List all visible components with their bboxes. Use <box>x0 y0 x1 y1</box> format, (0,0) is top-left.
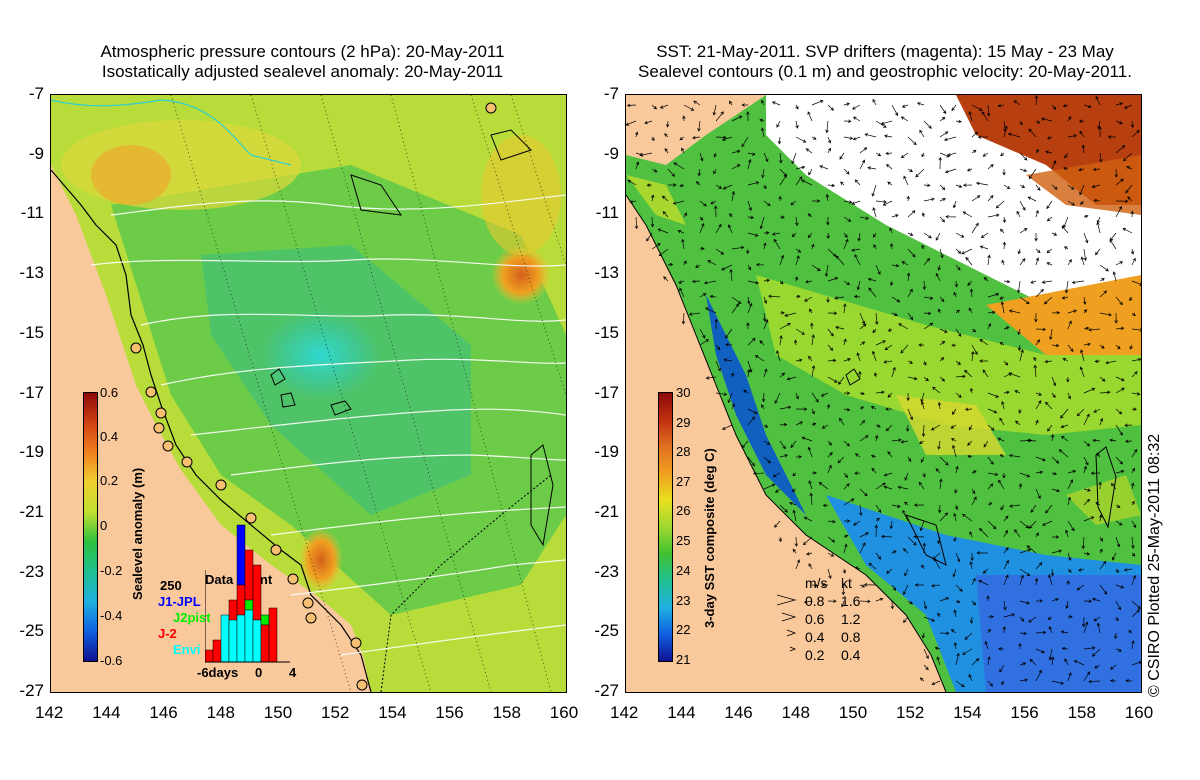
sl-cbar-tick: 0.4 <box>100 429 119 444</box>
lat-tick-label: -9 <box>603 143 619 163</box>
lat-tick-label: -21 <box>19 501 44 521</box>
vel-legend-ms: 0.6 <box>805 611 825 627</box>
lon-tick-label: 146 <box>724 703 753 722</box>
lat-tick-label: -7 <box>28 84 44 103</box>
vel-legend-kt: 0.4 <box>841 647 861 663</box>
sl-cbar-tick: 0.2 <box>100 473 119 488</box>
right-title-line1: SST: 21-May-2011. SVP drifters (magenta)… <box>656 42 1114 61</box>
sst-cbar-tick: 23 <box>676 593 691 608</box>
inset-legend-j2pist: J2pist <box>173 610 211 625</box>
lat-tick-label: -7 <box>603 84 619 103</box>
sealevel-anomaly-map <box>51 95 566 692</box>
lon-tick-label: 156 <box>435 703 464 722</box>
lat-tick-label: -19 <box>594 442 619 462</box>
right-map-panel <box>625 94 1142 693</box>
vel-legend-header-kt: kt <box>841 575 852 591</box>
lon-tick-label: 142 <box>35 703 64 722</box>
vel-legend-arrows <box>776 594 797 652</box>
sl-colorbar-label: Sealevel anomaly (m) <box>130 467 145 600</box>
lon-tick-label: 142 <box>610 703 639 722</box>
vel-legend-kt: 0.8 <box>841 629 861 645</box>
lon-tick-label: 158 <box>492 703 521 722</box>
sst-cbar-tick: 28 <box>676 444 691 459</box>
lon-tick-label: 146 <box>149 703 178 722</box>
sealevel-colorbar <box>83 392 98 662</box>
lat-tick-label: -21 <box>594 501 619 521</box>
tide-gauge-markers <box>130 102 497 691</box>
inset-legend-j1: J1-JPL <box>158 594 201 609</box>
lat-tick-label: -19 <box>19 442 44 462</box>
lat-tick-label: -17 <box>594 382 619 402</box>
lon-tick-label: 152 <box>321 703 350 722</box>
lat-tick-label: -17 <box>19 382 44 402</box>
sst-map <box>626 95 1141 692</box>
vel-legend-ms: 0.4 <box>805 629 825 645</box>
lon-tick-label: 144 <box>667 703 696 722</box>
lon-tick-label: 154 <box>953 703 982 722</box>
sl-cbar-tick: -0.2 <box>100 563 123 578</box>
lat-tick-label: -15 <box>594 322 619 342</box>
sst-cbar-tick: 30 <box>676 385 691 400</box>
left-title-line1: Atmospheric pressure contours (2 hPa): 2… <box>100 42 505 61</box>
inset-ymax: 250 <box>160 578 182 593</box>
lat-tick-label: -23 <box>19 561 44 581</box>
lon-tick-label: 160 <box>549 703 579 722</box>
lat-tick-label: -11 <box>20 203 44 223</box>
sl-cbar-tick: -0.4 <box>100 608 123 623</box>
left-title-line2: Isostatically adjusted sealevel anomaly:… <box>101 62 504 81</box>
vel-legend-ms: 0.8 <box>805 593 825 609</box>
inset-legend-j2: J-2 <box>158 626 177 641</box>
sst-colorbar <box>658 392 673 662</box>
sst-cbar-tick: 24 <box>676 563 691 578</box>
velocity-legend: m/s kt 0.8 1.6 0.6 1.2 0.4 0.8 0.2 0.4 <box>775 575 895 665</box>
vel-legend-ms: 0.2 <box>805 647 825 663</box>
lat-tick-label: -13 <box>594 263 619 283</box>
inset-legend-envi: Envi <box>173 642 201 657</box>
lon-tick-label: 148 <box>206 703 235 722</box>
sst-cbar-tick: 27 <box>676 474 691 489</box>
lon-tick-label: 150 <box>838 703 868 722</box>
inset-xtick: 0 <box>255 665 263 680</box>
lat-tick-label: -15 <box>19 322 44 342</box>
credit-text: © CSIRO Plotted 25-May-2011 08:32 <box>1146 433 1163 697</box>
lat-tick-label: -25 <box>19 621 44 641</box>
sst-colorbar-label: 3-day SST composite (deg C) <box>702 448 717 628</box>
lon-tick-label: 154 <box>378 703 407 722</box>
lat-tick-label: -23 <box>594 561 619 581</box>
data-count-inset: 250 Data count J1-JPL J2pist J-2 Envi -6… <box>155 510 297 680</box>
lat-tick-label: -27 <box>594 681 619 700</box>
lon-tick-label: 158 <box>1067 703 1096 722</box>
lon-tick-label: 148 <box>781 703 810 722</box>
vel-legend-header-ms: m/s <box>805 575 828 591</box>
lat-tick-label: -13 <box>19 263 44 283</box>
sl-cbar-tick: 0.6 <box>100 385 119 400</box>
left-map-panel <box>50 94 567 693</box>
sst-cbar-tick: 21 <box>676 652 691 667</box>
vel-legend-kt: 1.6 <box>841 593 861 609</box>
lat-tick-label: -27 <box>19 681 44 700</box>
lat-tick-label: -11 <box>595 203 619 223</box>
lon-tick-label: 144 <box>92 703 121 722</box>
vel-legend-kt: 1.2 <box>841 611 861 627</box>
lon-tick-label: 160 <box>1124 703 1154 722</box>
sl-cbar-tick: 0 <box>100 518 108 533</box>
lon-tick-label: 156 <box>1010 703 1039 722</box>
lon-tick-label: 150 <box>263 703 293 722</box>
data-count-bars <box>205 524 290 663</box>
sst-cbar-tick: 26 <box>676 503 691 518</box>
inset-xtick: 4 <box>289 665 297 680</box>
geostrophic-velocity-vectors <box>626 95 1141 688</box>
right-title-line2: Sealevel contours (0.1 m) and geostrophi… <box>638 62 1132 81</box>
lat-tick-label: -25 <box>594 621 619 641</box>
sst-cbar-tick: 22 <box>676 622 691 637</box>
sl-cbar-tick: -0.6 <box>100 653 123 668</box>
inset-xtick: -6days <box>197 665 239 680</box>
sst-cbar-tick: 25 <box>676 533 691 548</box>
lat-tick-label: -9 <box>28 143 44 163</box>
sst-cbar-tick: 29 <box>676 415 691 430</box>
lon-tick-label: 152 <box>896 703 925 722</box>
